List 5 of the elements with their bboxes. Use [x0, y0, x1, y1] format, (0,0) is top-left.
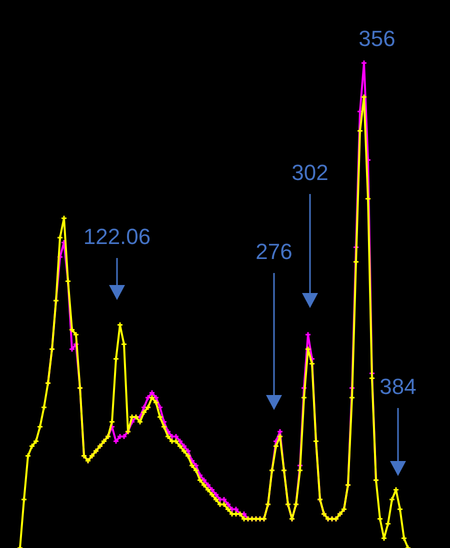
annotation: 122.06: [83, 224, 151, 249]
annotation: 276: [256, 239, 292, 264]
annotation: 384: [380, 374, 416, 399]
text: 356: [358, 26, 396, 51]
annotation: 302: [292, 160, 328, 185]
